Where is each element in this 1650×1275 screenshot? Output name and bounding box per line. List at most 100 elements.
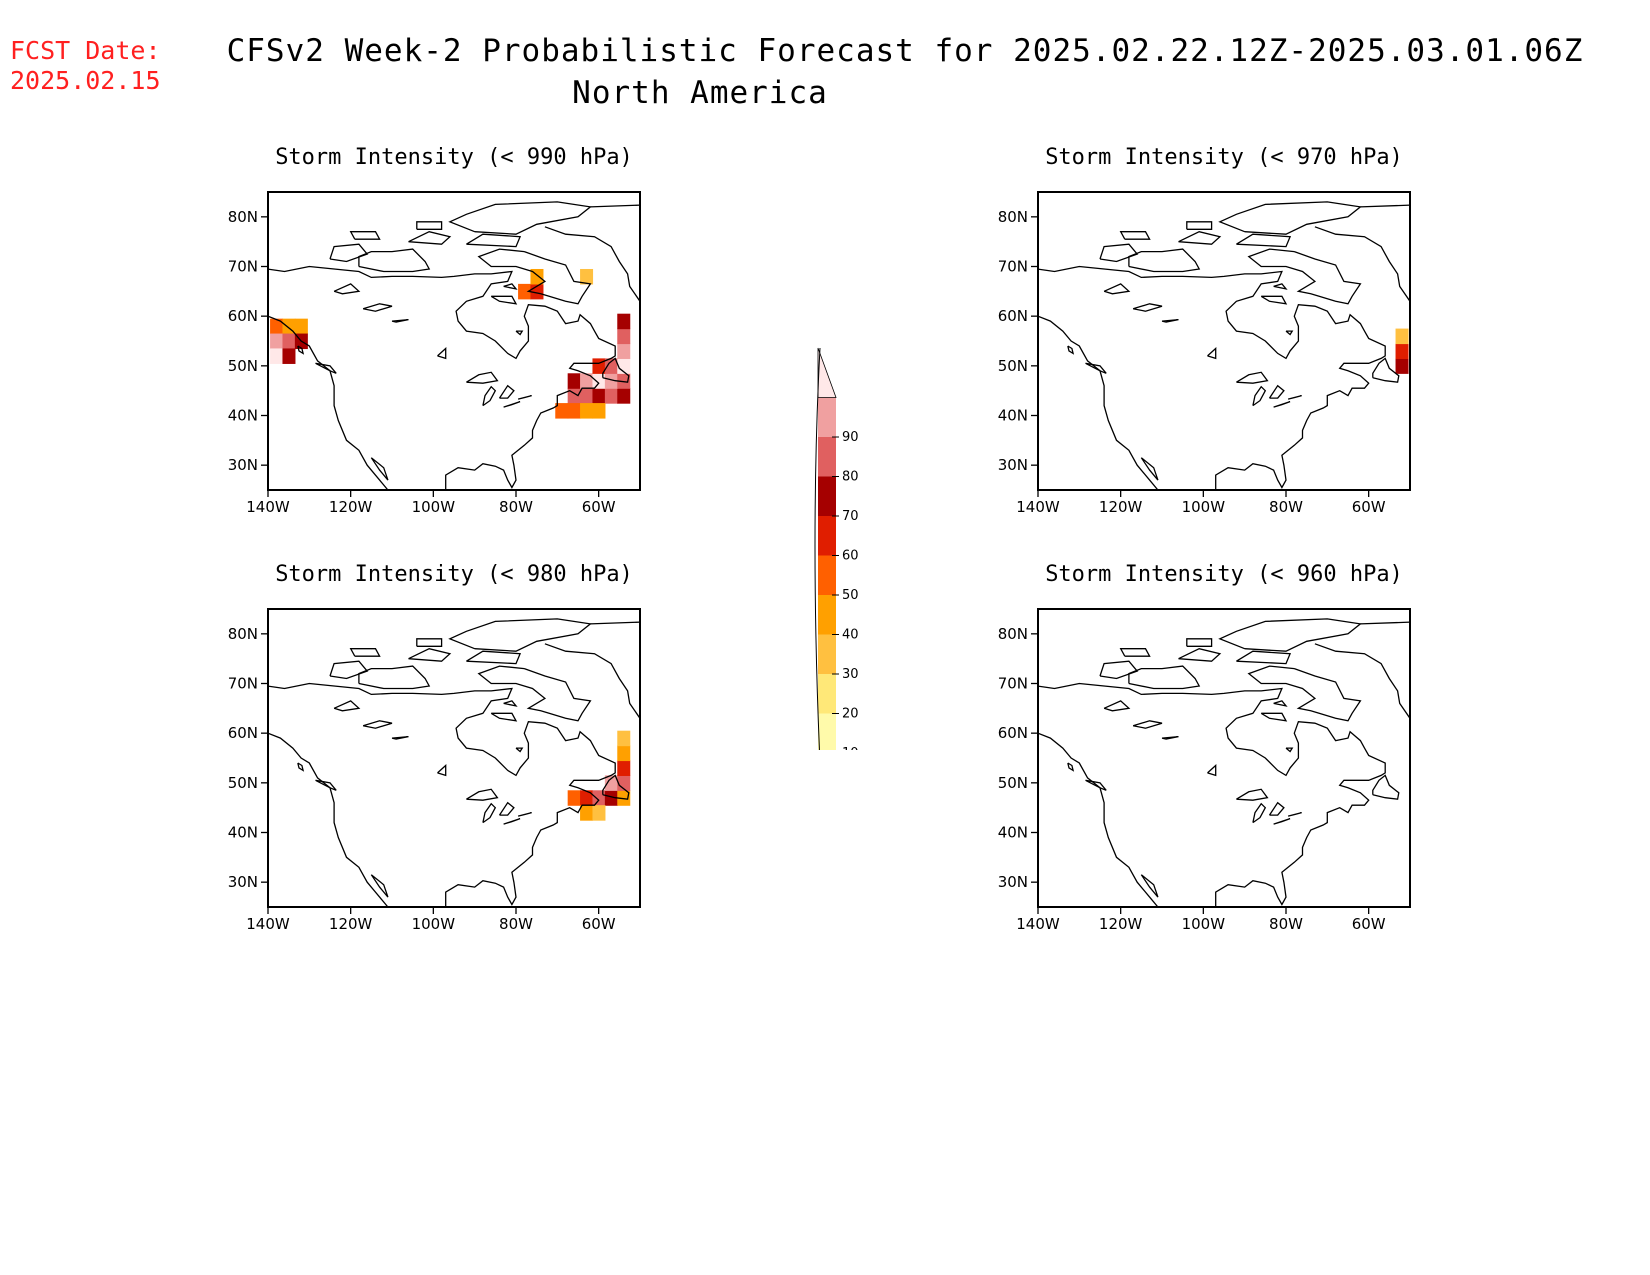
panel-title: Storm Intensity (< 960 hPa) (1045, 562, 1403, 587)
probability-cell (580, 805, 594, 821)
colorbar-label: 80 (842, 470, 859, 485)
coastline (1161, 318, 1179, 323)
coastline (1178, 648, 1222, 662)
coastline (1186, 638, 1213, 647)
coastline (466, 233, 522, 248)
coastline (333, 283, 361, 295)
coastline (1119, 231, 1151, 240)
probability-cell (567, 373, 581, 389)
lat-tick-label: 70N (228, 675, 258, 693)
lat-tick-label: 60N (998, 307, 1028, 325)
coastline (1314, 643, 1410, 720)
lon-tick-label: 60W (1352, 915, 1386, 933)
lat-tick-label: 80N (998, 208, 1028, 226)
lat-tick-label: 40N (228, 407, 258, 425)
probability-cell (592, 805, 606, 821)
coastline (498, 801, 515, 816)
lon-tick-label: 80W (1269, 915, 1303, 933)
coastline (1186, 221, 1213, 230)
probability-cell (617, 343, 631, 359)
coastline (437, 764, 447, 777)
probability-cell (270, 348, 284, 364)
colorbar-label: 70 (842, 509, 859, 524)
lon-tick-label: 140W (1016, 915, 1060, 933)
coastline (1099, 243, 1139, 263)
probability-cell (580, 790, 594, 806)
coastline (1067, 762, 1075, 772)
coastline (315, 779, 337, 791)
lat-tick-label: 80N (228, 625, 258, 643)
lon-tick-label: 140W (246, 498, 290, 516)
colorbar-segment (818, 634, 836, 674)
lon-tick-label: 80W (499, 915, 533, 933)
colorbar-label: 50 (842, 588, 859, 603)
coastline (329, 243, 369, 263)
coastline (498, 384, 515, 399)
coastline (503, 400, 521, 408)
panel-990hpa: Storm Intensity (< 990 hPa) 80N 70N 60N 50N 4… (228, 145, 641, 516)
probability-cell (518, 283, 532, 300)
figure-title-block: CFSv2 Week-2 Probabilistic Forecast for … (180, 30, 1640, 114)
probability-cell (604, 790, 618, 806)
coastline (1360, 204, 1410, 208)
coastline (329, 660, 369, 680)
coastline (1128, 248, 1201, 273)
lat-tick-label: 80N (998, 625, 1028, 643)
probability-cell (1395, 343, 1409, 359)
probability-cell (555, 403, 569, 419)
lat-tick-label: 70N (998, 258, 1028, 276)
coastline (1140, 457, 1159, 481)
coastline (1038, 682, 1386, 907)
probability-cell (270, 318, 284, 335)
coastline (391, 735, 409, 740)
forecast-date-block: FCST Date: 2025.02.15 (10, 36, 161, 96)
colorbar-segment (818, 555, 836, 595)
lon-tick-label: 80W (499, 498, 533, 516)
probability-cell (592, 373, 606, 389)
coastline (544, 226, 640, 303)
probability-cell (617, 313, 631, 330)
panel-980hpa: Storm Intensity (< 980 hPa) 80N 70N 60N 50N 4… (228, 562, 641, 933)
coastline (1287, 811, 1302, 817)
coastline (1103, 700, 1131, 712)
coastline (482, 802, 497, 824)
lat-tick-label: 80N (228, 208, 258, 226)
coastline (268, 315, 389, 490)
coastline (1314, 226, 1410, 303)
coastline (515, 747, 524, 753)
coastline (408, 231, 452, 245)
lat-tick-label: 30N (998, 873, 1028, 891)
panel-title: Storm Intensity (< 990 hPa) (275, 145, 633, 170)
colorbar-segment (818, 437, 836, 477)
probability-cell (617, 328, 631, 345)
coastline (466, 788, 499, 801)
lon-tick-label: 140W (1016, 498, 1060, 516)
probability-cell (282, 348, 296, 364)
coastline (1128, 665, 1201, 690)
panel-title: Storm Intensity (< 970 hPa) (1045, 145, 1403, 170)
coastline (416, 221, 443, 230)
lon-tick-label: 120W (329, 915, 373, 933)
colorbar-segment (818, 674, 836, 714)
colorbar-label: 40 (842, 628, 859, 643)
lat-tick-label: 70N (228, 258, 258, 276)
lat-tick-label: 40N (228, 824, 258, 842)
probability-cell (604, 775, 618, 791)
coastline (437, 347, 447, 360)
lat-tick-label: 50N (998, 357, 1028, 375)
coastline (1218, 618, 1362, 652)
coastline (1372, 774, 1400, 800)
colorbar-segment (818, 476, 836, 516)
panel-960hpa: Storm Intensity (< 960 hPa) 80N 70N 60N 50N 4… (998, 562, 1411, 933)
figure-title: CFSv2 Week-2 Probabilistic Forecast for … (226, 33, 1584, 69)
coastline (1236, 371, 1269, 384)
colorbar-label: 20 (842, 707, 859, 722)
lon-tick-label: 100W (1182, 498, 1226, 516)
colorbar-label: 10 (842, 746, 859, 750)
lon-tick-label: 120W (1099, 498, 1143, 516)
coastline (1285, 747, 1294, 753)
coastline (1085, 779, 1107, 791)
coastline (448, 618, 592, 652)
coastline (515, 330, 524, 336)
lon-tick-label: 60W (1352, 498, 1386, 516)
